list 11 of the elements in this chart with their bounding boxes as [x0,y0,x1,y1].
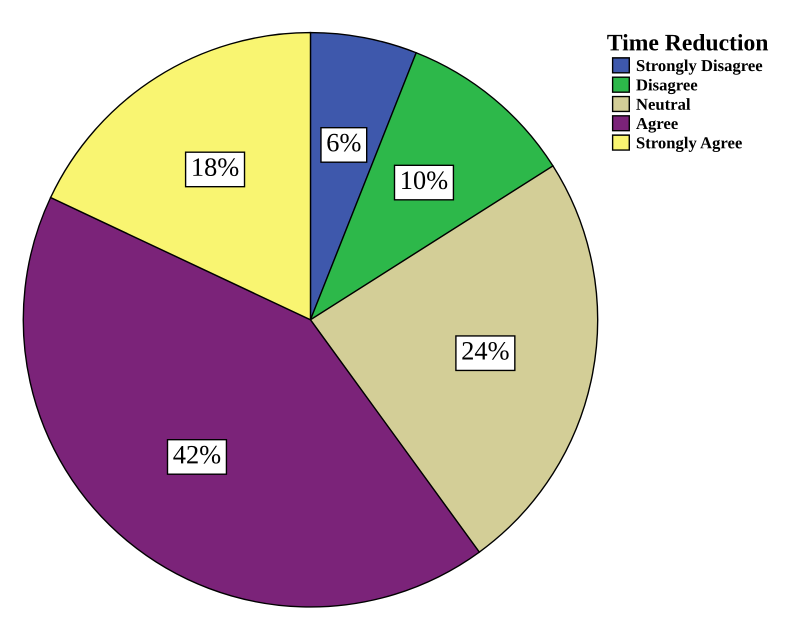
legend-title: Time Reduction [607,34,768,51]
legend-label: Strongly Disagree [636,59,762,75]
legend-label: Agree [636,118,678,133]
data-label: 24% [462,342,509,360]
legend-label: Neutral [636,98,690,110]
legend-label: Disagree [636,78,698,94]
data-label: 42% [173,446,220,464]
data-label: 10% [402,171,448,190]
legend-label: Strongly Agree [636,136,742,152]
data-label: 18% [193,158,238,176]
data-label: 6% [327,134,361,152]
